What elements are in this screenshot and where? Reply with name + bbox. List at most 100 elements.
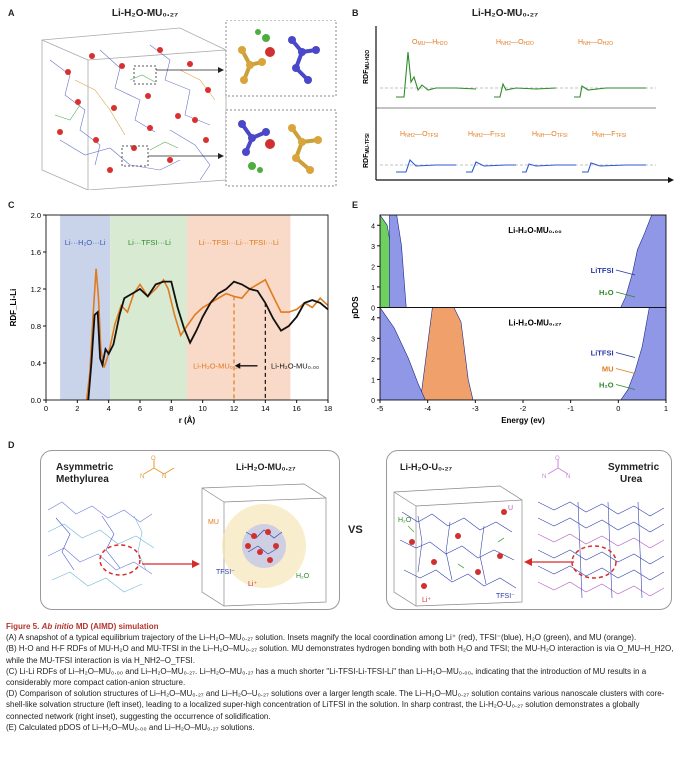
e-1-ytick-label-0: 0: [371, 398, 375, 405]
panel-d-left-box: [40, 450, 340, 610]
panel-c-label: C: [8, 200, 15, 210]
e-xtick-label-4: -1: [567, 404, 574, 413]
d-left-inset-title: Li-H₂O-MU₀.₂₇: [236, 462, 296, 472]
c-ytick-label-1: 0.4: [31, 359, 41, 368]
c-ytick-label-2: 0.8: [31, 322, 41, 331]
e-1-ytick-label-4: 4: [371, 316, 375, 323]
c-ylabel: RDF_Li-Li: [9, 289, 18, 327]
urea-structure-icon: N N O: [542, 456, 570, 480]
e-ylabel: pDOS: [351, 296, 360, 319]
c-xlabel: r (Å): [179, 416, 196, 425]
panel-b-rdf: RDFMU-H2O RDFMU-TFSI OMU—HH2O HNH2—OH2O …: [363, 26, 674, 183]
d-right-label-li: Li⁺: [422, 597, 431, 604]
e-title-1: Li-H₂O-MU₀.₂₇: [508, 319, 561, 328]
b-label-hnh-otfsi: HNH—OTFSI: [532, 131, 568, 139]
c-xtick-label-3: 6: [138, 404, 142, 413]
b-label-hnh-ftfsi: HNH—FTFSI: [592, 131, 626, 139]
d-right-label-u: U: [508, 505, 513, 512]
e-xtick-label-6: 1: [664, 404, 668, 413]
e-1-ytick-label-1: 1: [371, 377, 375, 384]
c-region-label-1: Li···TFSI···Li: [128, 238, 171, 247]
c-xtick-label-9: 18: [324, 404, 332, 413]
u-inset-box: [393, 485, 523, 607]
c-xtick-label-1: 2: [75, 404, 79, 413]
c-legend-orange: Li-H₂O-MU₀.₂₇: [193, 362, 241, 371]
zoom-box-1: [133, 65, 157, 85]
e-1-legend-1: MU: [602, 365, 614, 374]
caption-line-a: (A) A snapshot of a typical equilibrium …: [6, 633, 637, 643]
d-left-title-2: Methylurea: [56, 474, 109, 485]
c-series-1: [87, 280, 329, 401]
b-label-hnh2-oh2o: HNH2—OH2O: [496, 39, 534, 47]
inset-2-molecules: [238, 120, 322, 174]
b-label-hnh2-ftfsi: HNH2—FTFSI: [468, 131, 505, 139]
e-0-legend-arrow-1: [615, 291, 636, 298]
caption-title-italic: Ab initio: [41, 622, 74, 631]
d-left-label-h2o: H₂O: [296, 573, 310, 580]
c-xtick-label-5: 10: [198, 404, 206, 413]
c-region-0: [60, 215, 111, 400]
e-xtick-label-0: -5: [377, 404, 384, 413]
d-right-graphics: N N O H₂O U Li⁺ TFSI⁻: [393, 456, 665, 607]
d-right-title-1: Symmetric: [608, 462, 660, 473]
e-0-ytick-label-1: 1: [371, 285, 375, 292]
c-xtick-label-2: 4: [107, 404, 111, 413]
mu-network-cloud: [47, 501, 155, 593]
b-label-hnh-oh2o: HNH—OH2O: [578, 39, 613, 47]
methylurea-structure-icon: N N O: [140, 456, 175, 480]
b-top-curves: [396, 51, 646, 98]
svg-text:N: N: [566, 474, 570, 480]
e-0-ytick-label-3: 3: [371, 244, 375, 251]
e-1-ytick-label-3: 3: [371, 336, 375, 343]
e-1-legend-arrow-2: [615, 384, 636, 390]
d-left-graphics: N N O MU TFSI⁻ Li⁺ H₂O: [47, 456, 327, 607]
svg-text:N: N: [162, 474, 166, 480]
e-0-legend-1: H₂O: [599, 288, 614, 297]
e-1-ytick-label-2: 2: [371, 357, 375, 364]
c-xtick-label-0: 0: [44, 404, 48, 413]
panel-d-right-box: [386, 450, 672, 610]
molecular-network: [49, 44, 216, 181]
caption-line-e: (E) Calculated pDOS of Li–H₂O–MU₀.₀₀ and…: [6, 722, 255, 732]
c-xtick-label-4: 8: [169, 404, 173, 413]
c-series-0: [85, 268, 329, 401]
e-1-area-MU: [420, 307, 666, 400]
e-xlabel: Energy (ev): [501, 416, 545, 425]
c-xtick-label-8: 16: [292, 404, 300, 413]
li-ion-spheres: [57, 47, 211, 173]
d-right-title-2: Urea: [620, 474, 643, 485]
panel-c-chart: Li···H₂O···Li Li···TFSI···Li Li···TFSI···L…: [9, 211, 332, 425]
panel-a-snapshot: [41, 20, 337, 190]
d-vs-label: VS: [348, 524, 363, 536]
c-region-label-0: Li···H₂O···Li: [65, 238, 106, 247]
c-frame: [45, 214, 329, 401]
b-ylabel-bottom: RDFMU-TFSI: [363, 133, 371, 168]
inset-1-molecules: [238, 29, 320, 84]
b-ylabel-top: RDFMU-H2O: [363, 50, 371, 84]
panel-e-label: E: [352, 200, 359, 210]
caption-line-b: (B) H-O and H-F RDFs of MU-H₂O and MU-TF…: [6, 644, 674, 665]
c-legend-black: Li-H₂O-MU₀.₀₀: [271, 362, 319, 371]
highlighted-cluster: [99, 544, 141, 576]
svg-text:N: N: [542, 474, 546, 480]
panel-a-title: Li-H₂O-MU₀.₂₇: [111, 8, 179, 19]
c-ytick-label-3: 1.2: [31, 285, 41, 294]
panel-a-label: A: [8, 8, 15, 18]
svg-text:O: O: [151, 456, 156, 462]
e-0-ytick-label-4: 4: [371, 223, 375, 230]
panel-e-chart: Li-H₂O-MU₀.₀₀ 0 1 2 3 4 LiTFSI H₂O Li-H₂O-MU₀.₂₇…: [351, 214, 668, 425]
svg-text:N: N: [140, 474, 144, 480]
e-0-legend-arrow-0: [615, 269, 636, 276]
panel-d-label: D: [8, 440, 15, 450]
caption-title-rest: MD (AIMD) simulation: [75, 622, 159, 631]
e-0-ytick-label-2: 2: [371, 264, 375, 271]
caption-title-prefix: Figure 5.: [6, 622, 40, 631]
figure-caption: Figure 5. Ab initio MD (AIMD) simulation…: [6, 621, 678, 733]
e-xtick-label-2: -3: [472, 404, 479, 413]
e-title-0: Li-H₂O-MU₀.₀₀: [508, 226, 562, 235]
e-xtick-label-1: -4: [424, 404, 431, 413]
d-right-label-tfsi: TFSI⁻: [496, 593, 515, 600]
c-legend-arrowhead: [234, 362, 241, 369]
u-network: [399, 511, 517, 589]
e-1-legend-arrow-1: [615, 368, 636, 374]
